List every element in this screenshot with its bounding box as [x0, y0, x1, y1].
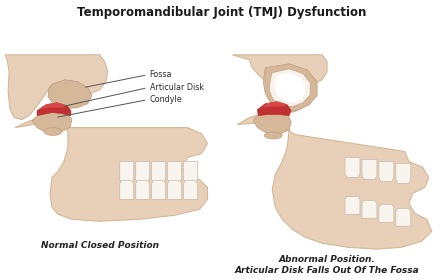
- Polygon shape: [345, 157, 360, 178]
- Text: Abnormal Position.
Articular Disk Falls Out Of The Fossa: Abnormal Position. Articular Disk Falls …: [235, 255, 420, 275]
- Polygon shape: [396, 208, 411, 226]
- Polygon shape: [168, 162, 182, 183]
- Polygon shape: [48, 80, 92, 109]
- Polygon shape: [183, 180, 198, 199]
- Polygon shape: [232, 55, 327, 113]
- Polygon shape: [237, 112, 432, 249]
- Polygon shape: [269, 69, 310, 107]
- Polygon shape: [362, 200, 377, 218]
- Polygon shape: [152, 162, 166, 183]
- Text: Condyle: Condyle: [150, 95, 182, 104]
- Polygon shape: [120, 162, 134, 183]
- Polygon shape: [263, 64, 317, 112]
- Polygon shape: [136, 180, 150, 199]
- Polygon shape: [32, 110, 72, 134]
- Polygon shape: [396, 164, 411, 183]
- Text: Normal Closed Position: Normal Closed Position: [41, 241, 159, 250]
- Text: Fossa: Fossa: [150, 70, 172, 79]
- Text: Temporomandibular Joint (TMJ) Dysfunction: Temporomandibular Joint (TMJ) Dysfunctio…: [77, 6, 366, 19]
- Polygon shape: [379, 162, 394, 181]
- Polygon shape: [362, 160, 377, 179]
- Polygon shape: [5, 55, 108, 120]
- Ellipse shape: [44, 128, 62, 136]
- Polygon shape: [257, 102, 291, 116]
- Polygon shape: [120, 180, 134, 199]
- Polygon shape: [379, 204, 394, 222]
- Polygon shape: [168, 180, 182, 199]
- Polygon shape: [261, 102, 287, 108]
- Ellipse shape: [264, 132, 282, 139]
- Polygon shape: [37, 103, 71, 116]
- Polygon shape: [40, 103, 67, 109]
- Polygon shape: [15, 115, 207, 221]
- Text: Articular Disk: Articular Disk: [150, 83, 204, 92]
- Polygon shape: [345, 196, 360, 214]
- Polygon shape: [152, 180, 166, 199]
- Polygon shape: [183, 162, 198, 183]
- Polygon shape: [136, 162, 150, 183]
- Polygon shape: [274, 73, 305, 103]
- Polygon shape: [253, 110, 291, 135]
